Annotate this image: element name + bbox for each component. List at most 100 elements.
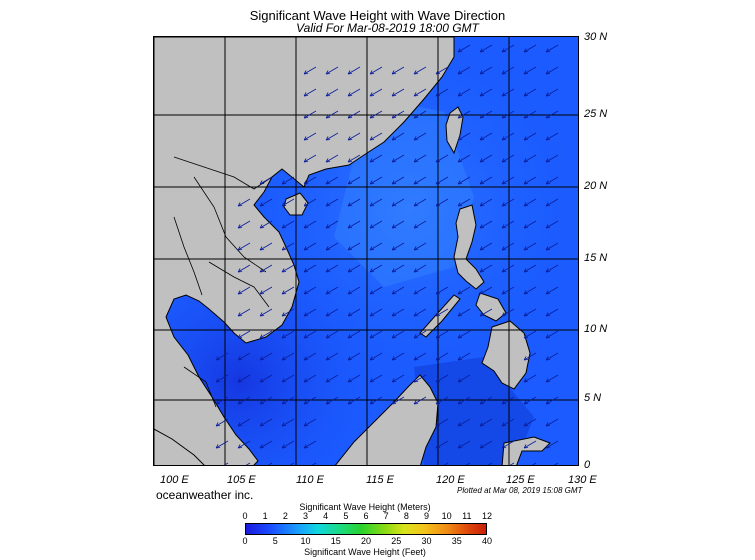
wave-arrow [325, 242, 339, 251]
wave-arrowhead [281, 202, 287, 207]
border-china-south [173, 156, 273, 190]
wave-arrowhead [259, 334, 265, 339]
wave-arrow [545, 132, 559, 141]
map-title: Significant Wave Height with Wave Direct… [249, 8, 506, 23]
wave-arrowhead [325, 312, 331, 317]
wave-arrowhead [347, 158, 353, 163]
wave-arrow [523, 418, 537, 427]
wave-arrow [391, 66, 405, 75]
wave-arrowhead [523, 114, 529, 119]
wave-arrow [501, 418, 515, 427]
wave-arrowhead [215, 378, 221, 383]
wave-arrow [523, 264, 537, 273]
wave-arrow [347, 352, 361, 361]
wave-arrowhead [259, 422, 265, 427]
wave-arrowhead [479, 290, 485, 295]
wave-arrowhead [325, 268, 331, 273]
wave-arrow [501, 396, 515, 405]
wave-arrowhead [369, 268, 375, 273]
wave-arrowhead [457, 180, 463, 185]
wave-arrow [523, 396, 537, 405]
wave-arrowhead [523, 422, 529, 427]
wave-arrowhead [303, 92, 309, 97]
colorbar-feet-tick: 10 [300, 536, 311, 546]
wave-arrowhead [391, 114, 397, 119]
map-canvas [154, 37, 578, 465]
wave-arrowhead [369, 290, 375, 295]
wave-arrowhead [259, 246, 265, 251]
wave-arrow [325, 132, 339, 141]
wave-arrow [501, 88, 515, 97]
wave-arrow [369, 132, 383, 141]
wave-arrowhead [215, 444, 221, 449]
wave-arrow [281, 264, 295, 273]
wave-arrowhead [413, 268, 419, 273]
wave-arrow [369, 88, 383, 97]
wave-arrowhead [413, 334, 419, 339]
wave-arrowhead [303, 180, 309, 185]
wave-arrowhead [259, 290, 265, 295]
wave-arrowhead [325, 334, 331, 339]
wave-arrowhead [457, 202, 463, 207]
wave-arrow [457, 132, 471, 141]
wave-arrowhead [545, 356, 551, 361]
wave-arrow [435, 286, 449, 295]
wave-arrow [479, 264, 493, 273]
colorbar-meter-tick: 1 [262, 511, 268, 521]
wave-arrowhead [479, 48, 485, 53]
wave-arrowhead [391, 312, 397, 317]
wave-arrowhead [237, 356, 243, 361]
wave-arrow [391, 154, 405, 163]
border-laos-vietnam [193, 176, 267, 273]
wave-arrowhead [237, 202, 243, 207]
wave-arrow [347, 264, 361, 273]
wave-arrowhead [281, 422, 287, 427]
wave-arrow [325, 110, 339, 119]
wave-arrow [281, 418, 295, 427]
wave-arrow [501, 44, 515, 53]
wave-arrow [523, 66, 537, 75]
wave-arrowhead [523, 290, 529, 295]
wave-arrow [457, 110, 471, 119]
wave-arrow [501, 220, 515, 229]
wave-arrow [325, 286, 339, 295]
wave-arrow [413, 286, 427, 295]
wave-arrow [347, 286, 361, 295]
wave-arrow [259, 286, 273, 295]
wave-arrowhead [303, 422, 309, 427]
wave-arrow [325, 308, 339, 317]
wave-arrowhead [413, 136, 419, 141]
wave-arrowhead [413, 356, 419, 361]
wave-arrowhead [523, 246, 529, 251]
wave-arrow [523, 440, 537, 449]
wave-arrowhead [479, 312, 485, 317]
colorbar-feet-tick: 20 [360, 536, 372, 546]
wave-arrowhead [259, 268, 265, 273]
wave-arrowhead [501, 312, 507, 317]
wave-arrow [215, 352, 229, 361]
wave-arrowhead [259, 202, 265, 207]
colorbar-feet-tick: 15 [330, 536, 341, 546]
wave-arrow [347, 374, 361, 383]
wave-arrowhead [479, 92, 485, 97]
wave-arrowhead [545, 180, 551, 185]
wave-arrow [413, 66, 427, 75]
wave-arrowhead [303, 158, 309, 163]
wave-arrowhead [501, 400, 507, 405]
wave-arrow [369, 308, 383, 317]
land-sumatra [154, 428, 205, 465]
wave-arrow [281, 396, 295, 405]
wave-arrow [347, 66, 361, 75]
map-subtitle: Valid For Mar-08-2019 18:00 GMT [296, 21, 479, 35]
wave-arrow [237, 220, 251, 229]
wave-arrow [391, 88, 405, 97]
wave-arrowhead [413, 92, 419, 97]
wave-arrow [457, 44, 471, 53]
wave-arrowhead [457, 334, 463, 339]
wave-arrowhead [281, 356, 287, 361]
wave-arrow [281, 286, 295, 295]
wave-arrowhead [237, 246, 243, 251]
wave-arrowhead [501, 268, 507, 273]
wave-height-map [153, 36, 579, 466]
wave-arrow [391, 396, 405, 405]
